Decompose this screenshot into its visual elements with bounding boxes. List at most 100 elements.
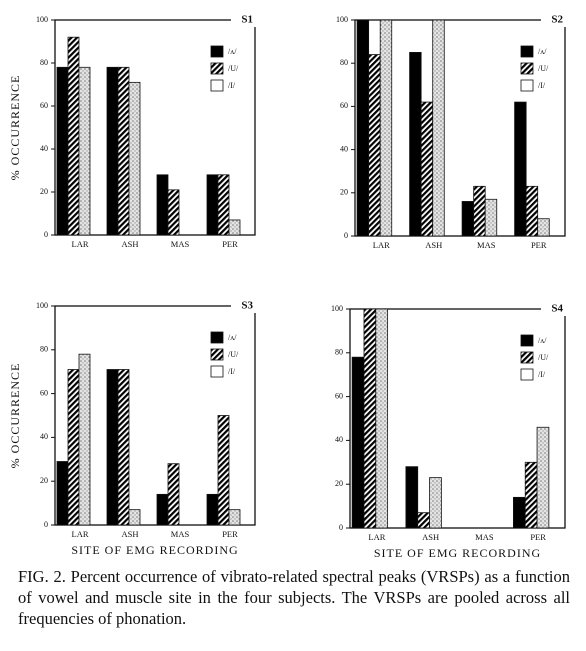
legend-swatch <box>210 365 224 378</box>
y-axis-label: % OCCURRENCE <box>8 363 22 469</box>
bar <box>363 308 377 529</box>
y-tick-label: 80 <box>40 345 48 354</box>
bar <box>513 496 526 529</box>
chart-panel: S2 0 20 40 60 80 100 LAR ASH MAS PER/ʌ/ /U/ /I/ <box>336 13 567 250</box>
legend-label: /U/ <box>538 64 549 73</box>
bar <box>206 174 219 236</box>
y-tick-label: 40 <box>40 432 48 441</box>
x-tick-label: PER <box>222 239 238 249</box>
chart-panel: S4 0 20 40 60 80 100 SITE OF EMG RECORDING LAR AS… <box>331 302 567 560</box>
bar <box>67 36 80 236</box>
legend-label: /ʌ/ <box>228 333 237 342</box>
bar <box>514 101 527 237</box>
y-tick-label: 80 <box>340 58 348 67</box>
bar <box>117 369 130 526</box>
bar <box>106 66 119 236</box>
bar <box>524 461 538 529</box>
y-tick-label: 0 <box>344 231 348 240</box>
y-tick-label: 60 <box>340 101 348 110</box>
y-tick-label: 20 <box>335 479 343 488</box>
legend-swatch <box>520 368 534 381</box>
x-tick-label: LAR <box>72 239 89 249</box>
y-tick-label: 20 <box>40 187 48 196</box>
bar <box>420 101 434 237</box>
plot-frame <box>54 305 256 526</box>
bar <box>432 19 445 237</box>
x-tick-label: MAS <box>475 532 494 542</box>
title-bg <box>541 302 567 316</box>
plot-frame <box>349 308 566 529</box>
bar <box>409 52 422 237</box>
x-tick-label: ASH <box>121 239 138 249</box>
x-tick-label: PER <box>531 240 547 250</box>
x-tick-label: MAS <box>477 240 496 250</box>
legend-swatch <box>210 348 224 361</box>
x-tick-label: LAR <box>373 240 390 250</box>
bar <box>375 308 389 529</box>
y-tick-label: 100 <box>336 15 348 24</box>
bar <box>461 201 475 237</box>
title-bg <box>231 299 257 313</box>
y-tick-label: 100 <box>331 304 343 313</box>
chart-title: S1 <box>241 14 253 26</box>
bar <box>537 218 550 237</box>
chart-title: S4 <box>551 303 563 315</box>
legend-swatch <box>210 62 224 75</box>
x-tick-label: MAS <box>171 529 190 539</box>
legend-swatch <box>520 45 534 58</box>
y-tick-label: 40 <box>40 144 48 153</box>
legend-swatch <box>520 79 534 92</box>
legend-label: /ʌ/ <box>228 47 237 56</box>
bar <box>167 463 180 526</box>
x-tick-label: LAR <box>368 532 385 542</box>
x-axis-label: SITE OF EMG RECORDING <box>374 546 541 560</box>
plot-frame <box>54 19 256 236</box>
y-tick-label: 80 <box>335 348 343 357</box>
x-tick-label: PER <box>530 532 546 542</box>
bar <box>78 66 91 236</box>
bar <box>379 19 393 237</box>
bar <box>117 66 130 236</box>
chart-panel: S3 0 20 40 60 80 100 % OCCURRENCE SITE OF EMG RE… <box>8 299 257 557</box>
x-tick-label: PER <box>222 529 238 539</box>
legend-swatch <box>210 79 224 92</box>
y-axis-label: % OCCURRENCE <box>8 75 22 181</box>
bar <box>417 512 430 529</box>
legend-swatch <box>520 351 534 364</box>
bar <box>484 198 498 237</box>
legend-label: /I/ <box>538 370 546 379</box>
caption: FIG. 2. Percent occurrence of vibrato-re… <box>18 567 570 628</box>
y-tick-label: 0 <box>44 520 48 529</box>
bar <box>217 415 230 526</box>
legend-label: /U/ <box>538 353 549 362</box>
bar <box>525 185 539 237</box>
y-tick-label: 0 <box>339 523 343 532</box>
legend-label: /U/ <box>228 350 239 359</box>
y-tick-label: 80 <box>40 58 48 67</box>
legend-label: /I/ <box>228 367 236 376</box>
title-bg <box>541 13 567 27</box>
bar <box>128 509 141 526</box>
y-tick-label: 60 <box>335 391 343 400</box>
legend-swatch <box>210 331 224 344</box>
chart-panel: S1 0 20 40 60 80 100 % OCCURRENCE LAR ASH MAS PER/ʌ… <box>8 13 257 249</box>
y-tick-label: 60 <box>40 101 48 110</box>
bar <box>56 66 69 236</box>
bar <box>536 426 550 529</box>
legend-label: /ʌ/ <box>538 336 547 345</box>
bar <box>228 219 241 236</box>
bar <box>368 54 381 237</box>
legend-label: /I/ <box>538 81 546 90</box>
bar <box>56 461 69 526</box>
bar <box>106 369 119 526</box>
legend-label: /I/ <box>228 81 236 90</box>
bar <box>228 509 241 526</box>
legend-label: /ʌ/ <box>538 47 547 56</box>
bar <box>356 19 370 237</box>
plot-frame <box>354 19 566 237</box>
title-bg <box>231 13 257 27</box>
y-tick-label: 20 <box>40 476 48 485</box>
x-tick-label: MAS <box>171 239 190 249</box>
x-tick-label: ASH <box>422 532 439 542</box>
legend-swatch <box>520 62 534 75</box>
